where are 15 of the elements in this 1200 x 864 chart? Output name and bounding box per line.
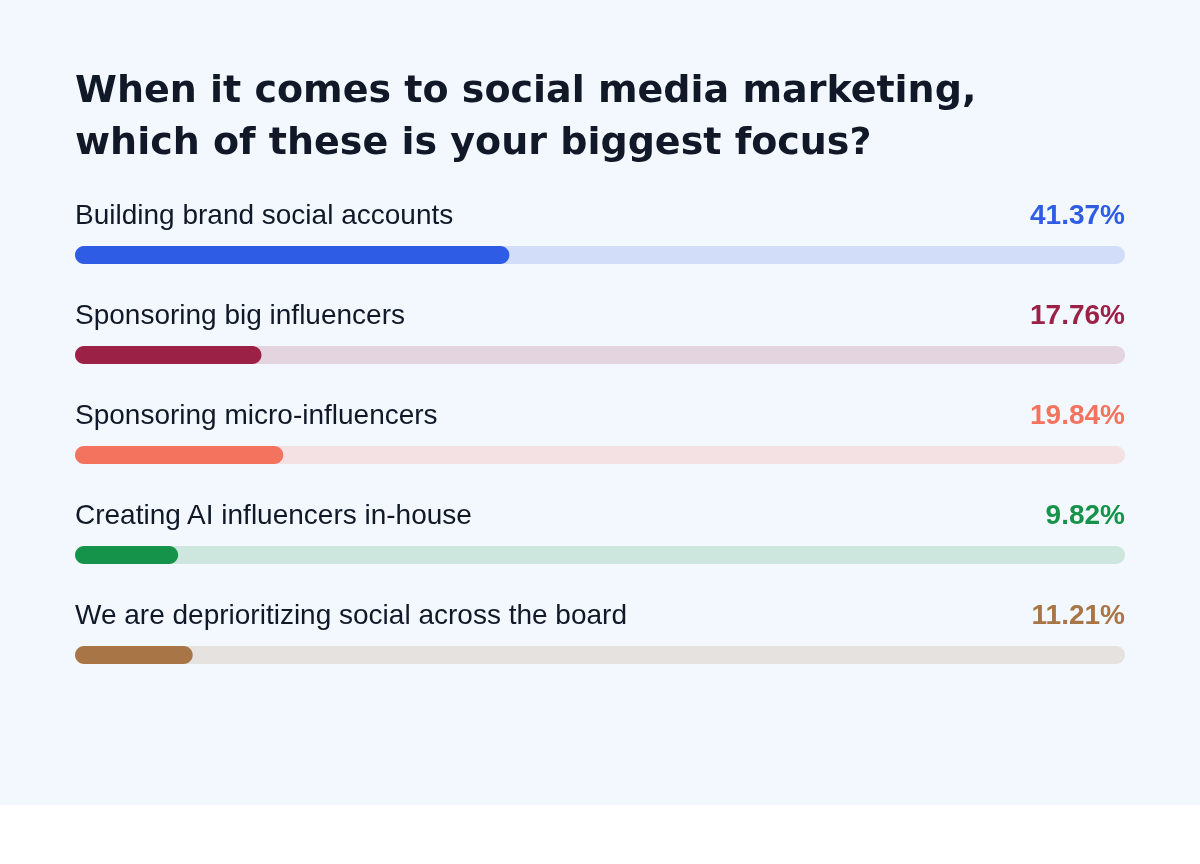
y-tick-label: We are deprioritizing social across the board xyxy=(75,599,627,630)
bar xyxy=(75,546,179,564)
y-tick-label: Creating AI influencers in-house xyxy=(75,499,472,530)
y-tick-label: Sponsoring micro-influencers xyxy=(75,399,438,430)
data-label: 11.21% xyxy=(1031,599,1126,630)
data-label: 17.76% xyxy=(1030,299,1126,330)
data-label: 9.82% xyxy=(1045,499,1126,530)
bar xyxy=(75,446,284,464)
y-tick-label: Sponsoring big influencers xyxy=(75,299,405,330)
chart-title: When it comes to social media marketing, which of these is your biggest focus? xyxy=(75,67,977,163)
bar xyxy=(75,646,193,664)
y-tick-label: Building brand social accounts xyxy=(75,199,454,230)
data-label: 41.37% xyxy=(1030,199,1126,230)
data-label: 19.84% xyxy=(1030,399,1126,430)
bar xyxy=(75,346,262,364)
